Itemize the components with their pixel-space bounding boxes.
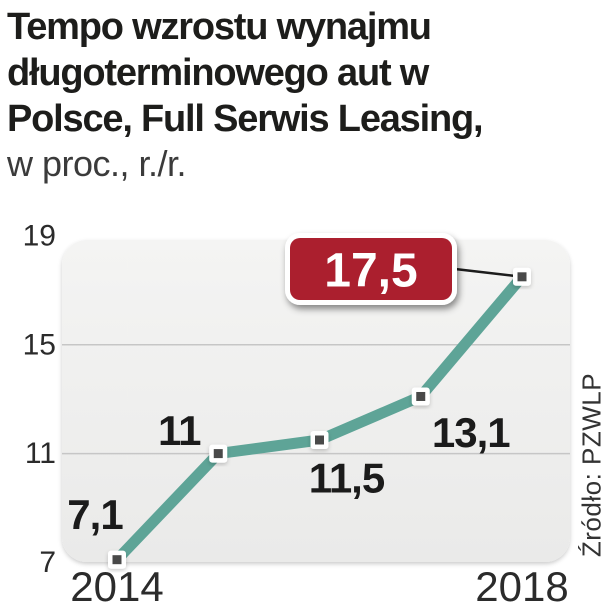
y-tick-label: 15 [23,328,56,361]
chart-area: 19 15 11 7 2014 2018 7,1 11 11,5 13,1 17,5 Źródło:… [0,210,614,608]
badge-face [290,238,452,300]
marker-inner [416,391,426,401]
growth-line-chart: 19 15 11 7 2014 2018 7,1 11 11,5 13,1 17,5 [23,220,570,608]
chart-subtitle: w proc., r./r. [7,143,187,184]
highlight-value: 17,5 [324,245,417,298]
chart-header: Tempo wzrostu wynajmu długoterminowego a… [7,4,607,186]
data-point-marker [108,550,126,569]
chart-title-line-3: Polsce, Full Serwis Leasing, [7,98,484,140]
marker-inner [112,555,122,565]
y-tick-label: 19 [23,220,56,253]
chart-title-line-2: długoterminowego aut w [7,52,429,94]
marker-inner [517,272,527,282]
marker-inner [315,435,324,445]
data-point-marker [411,387,430,406]
source-credit: Źródło: PZWLP [576,372,607,558]
x-tick-label: 2018 [475,563,568,608]
data-point-label: 11,5 [309,455,385,502]
data-point-label: 11 [158,407,201,454]
chart-title-line-1: Tempo wzrostu wynajmu [7,6,432,48]
badge-connector [454,267,523,279]
data-point-marker [513,267,531,286]
y-tick-label: 7 [39,546,56,579]
marker-inner [213,449,223,459]
y-tick-label: 11 [25,437,56,470]
data-point-label: 7,1 [67,491,123,538]
highlight-badge: 17,5 [285,233,457,305]
data-point-label: 13,1 [432,409,510,456]
data-point-marker [209,444,228,463]
data-point-marker [310,431,329,449]
x-tick-label: 2014 [70,563,163,608]
